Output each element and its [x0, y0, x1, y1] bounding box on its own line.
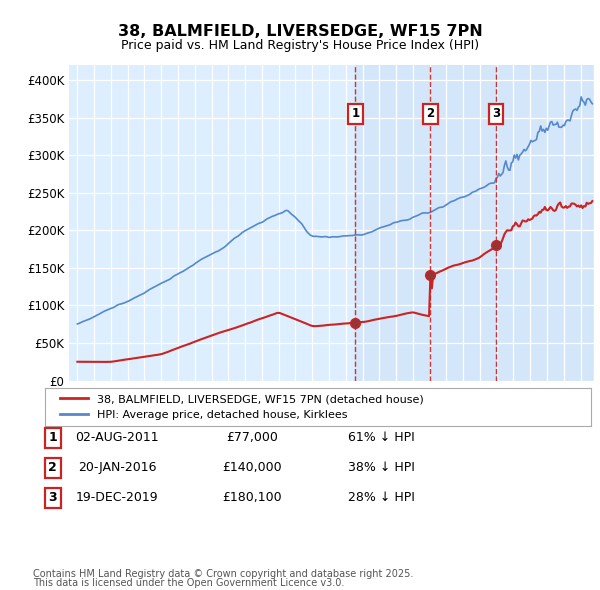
Text: 1: 1: [49, 431, 57, 444]
Text: 2: 2: [427, 107, 434, 120]
Text: £77,000: £77,000: [226, 431, 278, 444]
Text: 61% ↓ HPI: 61% ↓ HPI: [347, 431, 415, 444]
Bar: [496, 65, 592, 381]
Text: 38, BALMFIELD, LIVERSEDGE, WF15 7PN: 38, BALMFIELD, LIVERSEDGE, WF15 7PN: [118, 24, 482, 38]
Text: 2: 2: [49, 461, 57, 474]
Text: 02-AUG-2011: 02-AUG-2011: [75, 431, 159, 444]
Bar: [430, 65, 496, 381]
Text: £180,100: £180,100: [222, 491, 282, 504]
Text: 3: 3: [492, 107, 500, 120]
Text: 28% ↓ HPI: 28% ↓ HPI: [347, 491, 415, 504]
Text: Price paid vs. HM Land Registry's House Price Index (HPI): Price paid vs. HM Land Registry's House …: [121, 39, 479, 52]
Text: 19-DEC-2019: 19-DEC-2019: [76, 491, 158, 504]
Text: Contains HM Land Registry data © Crown copyright and database right 2025.: Contains HM Land Registry data © Crown c…: [33, 569, 413, 579]
Legend: 38, BALMFIELD, LIVERSEDGE, WF15 7PN (detached house), HPI: Average price, detach: 38, BALMFIELD, LIVERSEDGE, WF15 7PN (det…: [56, 389, 428, 424]
Text: 1: 1: [352, 107, 359, 120]
Bar: [355, 65, 430, 381]
Text: £140,000: £140,000: [222, 461, 282, 474]
Text: 38% ↓ HPI: 38% ↓ HPI: [347, 461, 415, 474]
Text: This data is licensed under the Open Government Licence v3.0.: This data is licensed under the Open Gov…: [33, 578, 344, 588]
Text: 3: 3: [49, 491, 57, 504]
Text: 20-JAN-2016: 20-JAN-2016: [78, 461, 156, 474]
